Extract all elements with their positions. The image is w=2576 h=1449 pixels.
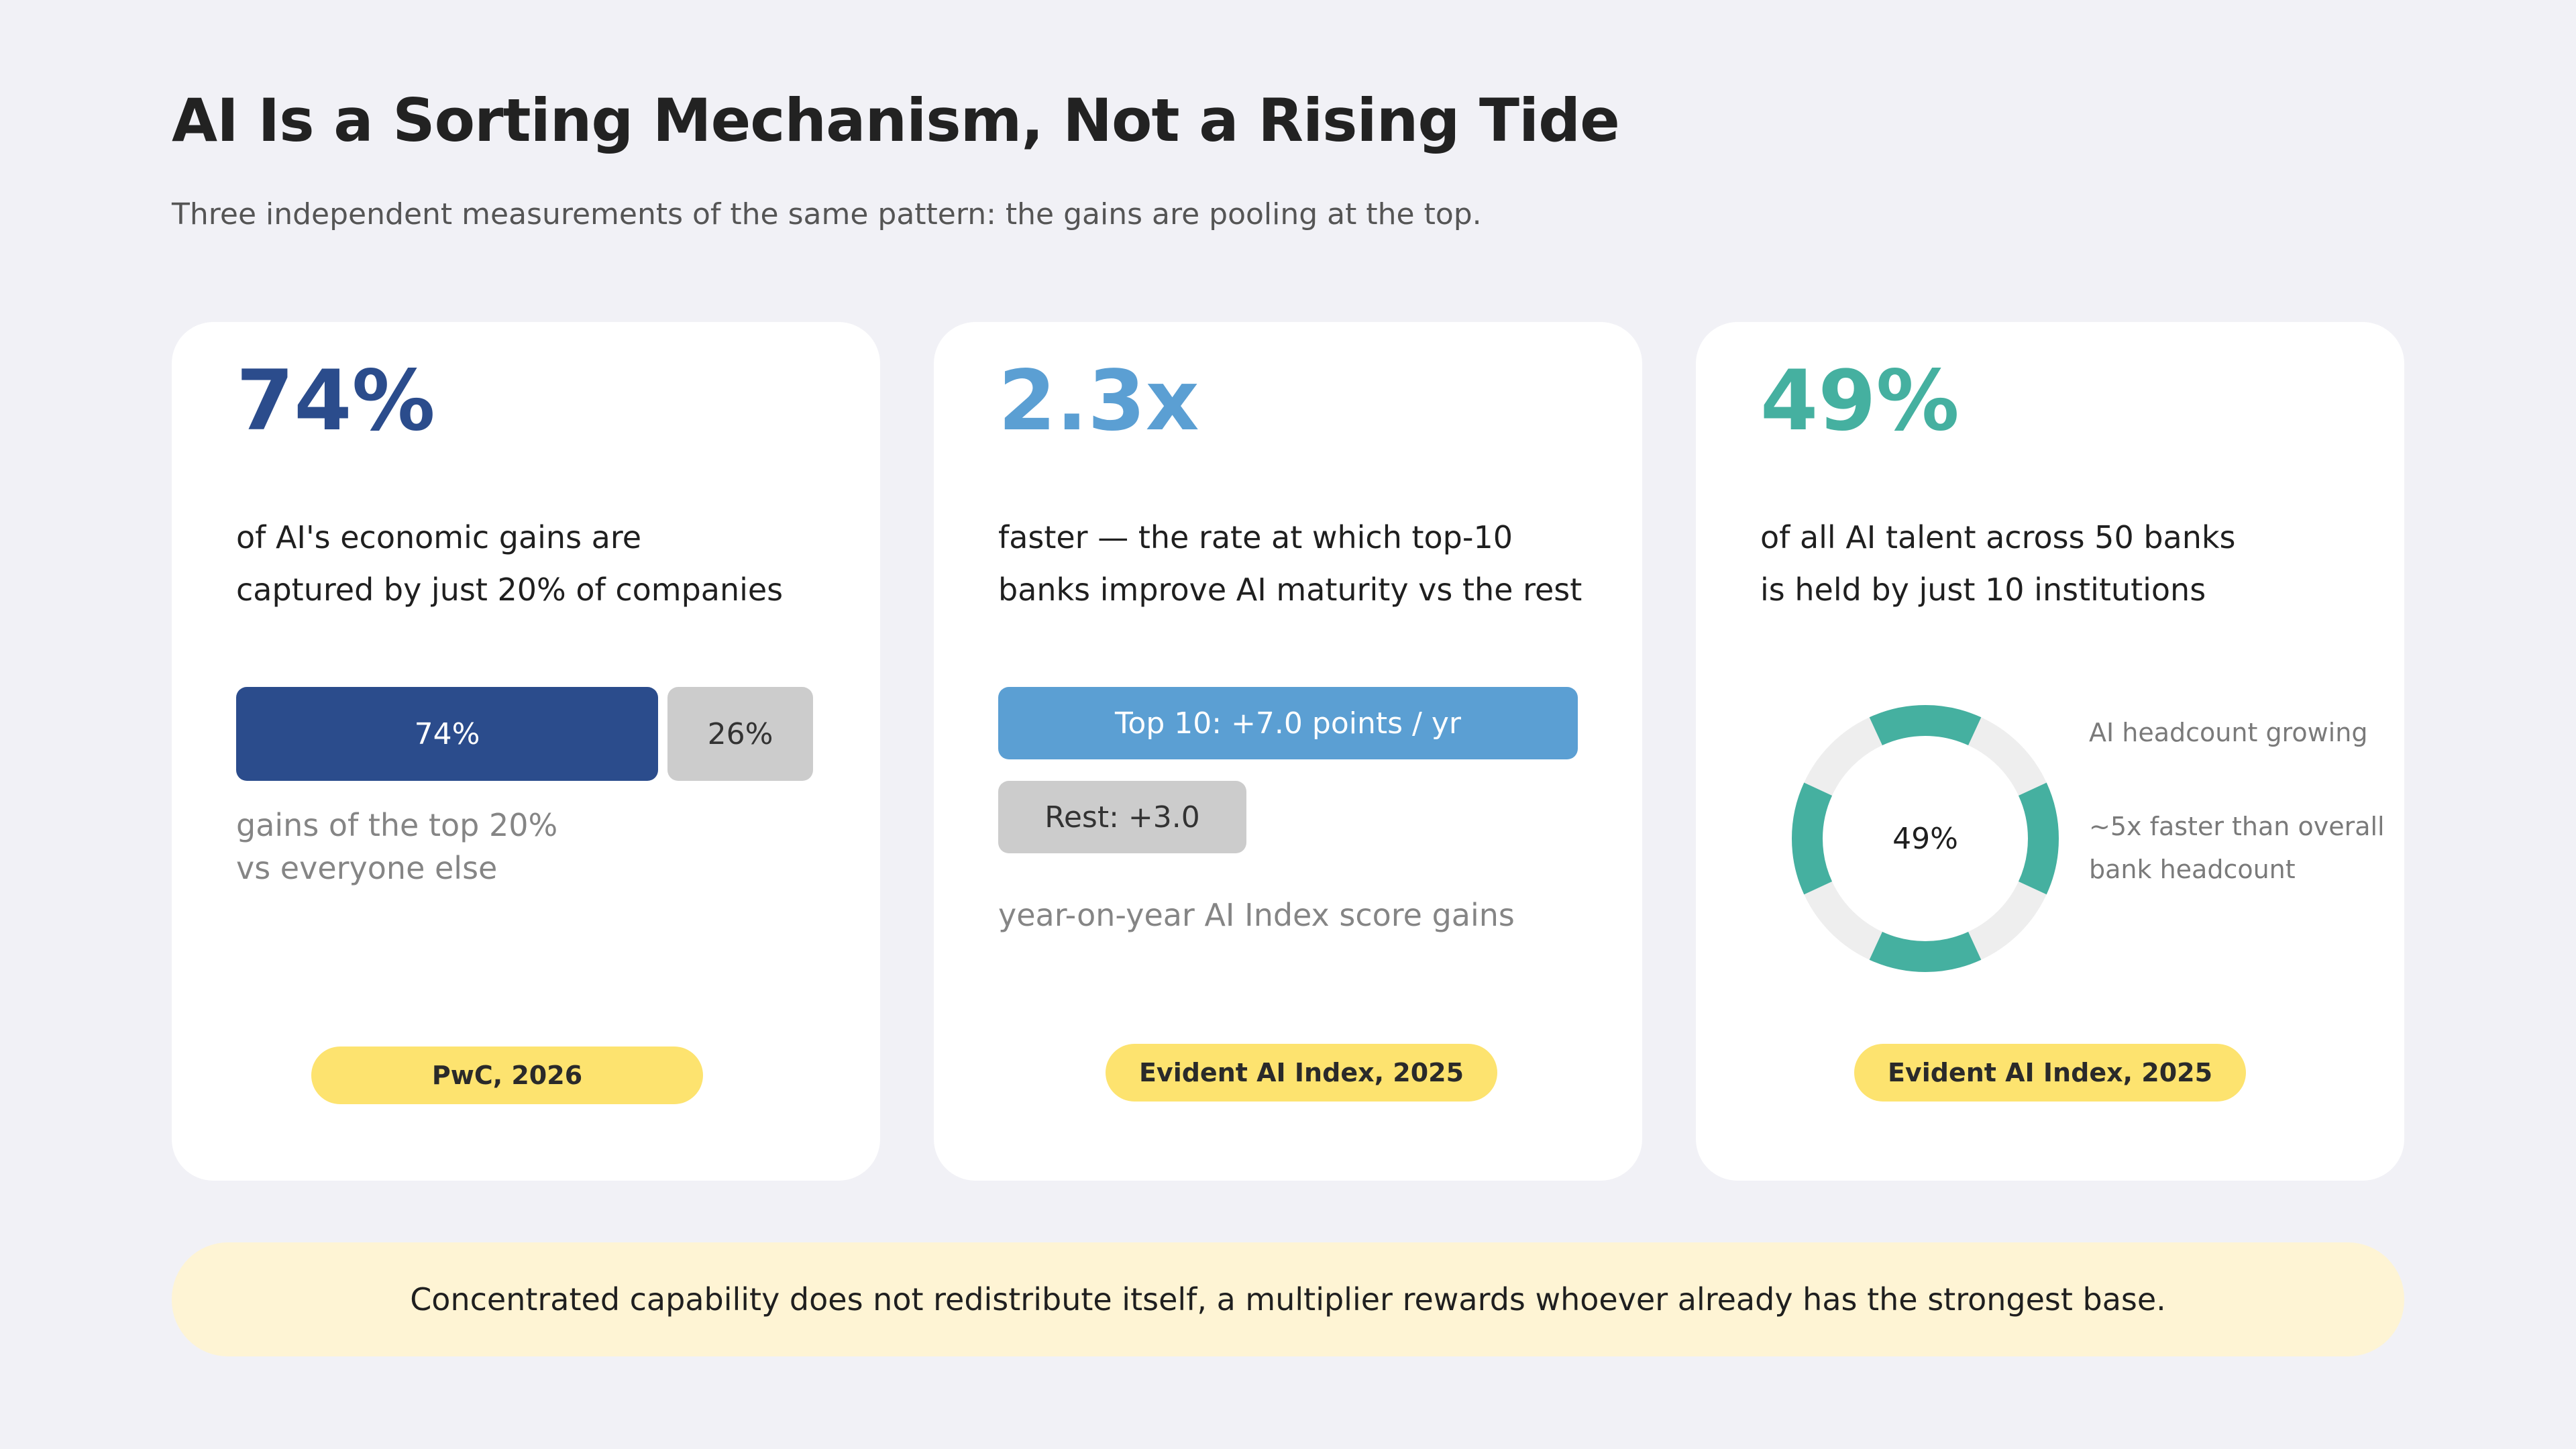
source-badge: Evident AI Index, 2025 — [1106, 1044, 1497, 1102]
source-badge: Evident AI Index, 2025 — [1854, 1044, 2246, 1102]
bar-caption-line: gains of the top 20% — [236, 807, 558, 843]
share-bar-top-20: 74% — [236, 687, 658, 781]
stat-description: of all AI talent across 50 banks is held… — [1760, 511, 2364, 616]
stat-description-line: of all AI talent across 50 banks — [1760, 519, 2236, 555]
stat-card-talent: 49% of all AI talent across 50 banks is … — [1696, 322, 2404, 1181]
side-note-growth: AI headcount growing — [2089, 718, 2368, 747]
donut-center-label: 49% — [1892, 821, 1958, 856]
side-note-line: ~5x faster than overall — [2089, 812, 2385, 841]
stat-value: 2.3x — [998, 353, 1199, 449]
stat-card-gains: 74% of AI's economic gains are captured … — [172, 322, 880, 1181]
side-note-rate: ~5x faster than overall bank headcount — [2089, 805, 2385, 891]
page-title: AI Is a Sorting Mechanism, Not a Rising … — [172, 86, 1620, 155]
side-note-line: bank headcount — [2089, 855, 2296, 884]
donut-segment — [1869, 931, 1982, 972]
bar-caption-line: vs everyone else — [236, 850, 498, 886]
stat-card-maturity: 2.3x faster — the rate at which top-10 b… — [934, 322, 1642, 1181]
donut-segments — [1792, 705, 2059, 972]
stat-description-line: of AI's economic gains are — [236, 519, 642, 555]
stat-description-line: captured by just 20% of companies — [236, 572, 784, 608]
donut-segment — [1792, 782, 1833, 895]
rate-bar-rest: Rest: +3.0 — [998, 781, 1246, 853]
bar-caption: gains of the top 20% vs everyone else — [236, 804, 557, 890]
stat-description-line: faster — the rate at which top-10 — [998, 519, 1513, 555]
stat-description-line: banks improve AI maturity vs the rest — [998, 572, 1582, 608]
stat-value: 49% — [1760, 353, 1960, 449]
stat-description: faster — the rate at which top-10 banks … — [998, 511, 1602, 616]
stat-value: 74% — [236, 353, 435, 449]
donut-segment — [1869, 705, 1982, 746]
donut-segment — [2018, 782, 2059, 895]
takeaway-callout: Concentrated capability does not redistr… — [172, 1242, 2404, 1356]
bar-caption: year-on-year AI Index score gains — [998, 897, 1515, 933]
page-subtitle: Three independent measurements of the sa… — [172, 197, 1482, 231]
stat-description: of AI's economic gains are captured by j… — [236, 511, 840, 616]
stat-description-line: is held by just 10 institutions — [1760, 572, 2206, 608]
talent-donut-chart — [1792, 705, 2059, 972]
rate-bar-top-10: Top 10: +7.0 points / yr — [998, 687, 1578, 759]
share-bar-others: 26% — [667, 687, 813, 781]
source-badge: PwC, 2026 — [311, 1046, 703, 1104]
